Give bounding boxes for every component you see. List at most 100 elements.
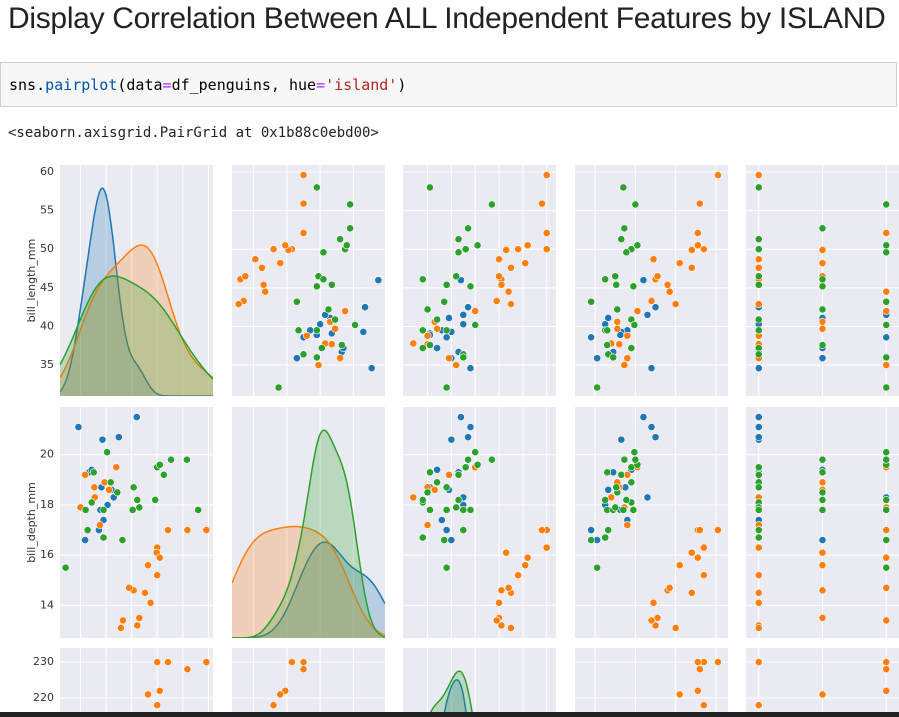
scatter-point [454, 470, 463, 479]
scatter-point [418, 344, 427, 353]
scatter-point [818, 224, 827, 233]
scatter-point [714, 526, 722, 534]
kde-area [443, 679, 467, 717]
scatter-point [473, 241, 482, 250]
scatter-point [619, 183, 628, 192]
scatter-point [754, 470, 763, 479]
scatter-point [699, 701, 708, 710]
scatter-point [299, 350, 308, 359]
scatter-point [615, 340, 624, 349]
scatter-point [538, 526, 546, 534]
scatter-point [671, 624, 680, 632]
scatter-point [649, 255, 658, 264]
scatter-point [342, 241, 351, 250]
panel [403, 407, 556, 638]
scatter-point [603, 326, 612, 335]
scatter-point [426, 341, 434, 349]
panel [60, 407, 213, 638]
scatter-point [464, 433, 472, 442]
scatter-point [459, 310, 468, 319]
scatter-point [504, 583, 513, 592]
scatter-point [331, 324, 340, 333]
scatter-point [251, 255, 260, 264]
scatter-point [336, 235, 344, 244]
scatter-point [647, 616, 656, 625]
scatter-point [361, 303, 369, 312]
scatter-point [620, 224, 629, 233]
scatter-point [374, 276, 383, 285]
scatter-point [99, 506, 108, 514]
panel [60, 165, 213, 396]
scatter-point [459, 506, 468, 514]
scatter-point [153, 701, 162, 710]
scatter-point [507, 300, 515, 308]
kde-line [60, 244, 213, 379]
y-tick-label: 55 [40, 204, 54, 217]
panel-background [60, 407, 213, 638]
scatter-point [81, 506, 90, 514]
scatter-point [507, 624, 515, 632]
code-cell[interactable]: sns.pairplot(data=df_penguins, hue='isla… [0, 62, 897, 107]
scatter-point [882, 526, 891, 534]
y-axis-label: bill_length_mm [25, 239, 38, 323]
scatter-point [116, 624, 125, 632]
scatter-point [818, 536, 827, 544]
panel [427, 648, 548, 717]
scatter-point [818, 259, 827, 268]
scatter-point [125, 583, 133, 592]
scatter-point [818, 341, 827, 349]
code-token: = [316, 76, 326, 94]
scatter-point [241, 272, 250, 281]
scatter-point [818, 561, 827, 570]
scatter-point [319, 248, 328, 257]
scatter-point [754, 350, 763, 359]
scatter-point [317, 344, 326, 353]
scatter-point [754, 171, 763, 179]
scatter-point [452, 272, 461, 281]
scatter-point [341, 307, 349, 315]
scatter-point [153, 571, 162, 580]
panel-background [403, 648, 556, 717]
scatter-point [693, 229, 702, 237]
scatter-point [98, 435, 107, 444]
kde-line [232, 429, 385, 638]
scatter-point [818, 548, 827, 557]
scatter-point [714, 171, 722, 179]
panel-background [403, 165, 556, 396]
scatter-point [459, 353, 468, 362]
scatter-point [324, 305, 333, 314]
scatter-point [418, 533, 427, 542]
scatter-point [538, 199, 546, 208]
scatter-point [754, 326, 763, 335]
scatter-point [497, 586, 506, 595]
y-tick-label: 16 [40, 548, 54, 561]
scatter-point [119, 616, 127, 625]
code-token: (data [117, 76, 163, 94]
scatter-point [754, 701, 763, 710]
scatter-point [818, 690, 827, 699]
scatter-point [695, 665, 704, 674]
scatter-point [882, 321, 891, 329]
y-tick-label: 45 [40, 281, 54, 294]
scatter-point [133, 621, 142, 630]
scatter-point [259, 280, 268, 289]
kde-line [232, 525, 385, 636]
scrollbar[interactable] [0, 712, 899, 717]
scatter-point [495, 598, 503, 607]
scatter-point [234, 300, 243, 308]
scatter-point [426, 183, 434, 192]
scatter-point [433, 478, 441, 487]
scatter-point [426, 468, 434, 477]
scatter-point [623, 521, 632, 529]
scatter-point [442, 563, 451, 572]
scatter-point [629, 282, 638, 291]
scatter-point [461, 463, 470, 472]
y-tick-label: 40 [40, 319, 54, 332]
code-token: df_penguins, hue [171, 76, 317, 94]
panel-background [575, 407, 728, 638]
scatter-point [502, 548, 511, 557]
scatter-point [627, 478, 636, 487]
scatter-point [457, 413, 465, 421]
scatter-point [613, 305, 622, 314]
scatter-point [754, 483, 763, 492]
